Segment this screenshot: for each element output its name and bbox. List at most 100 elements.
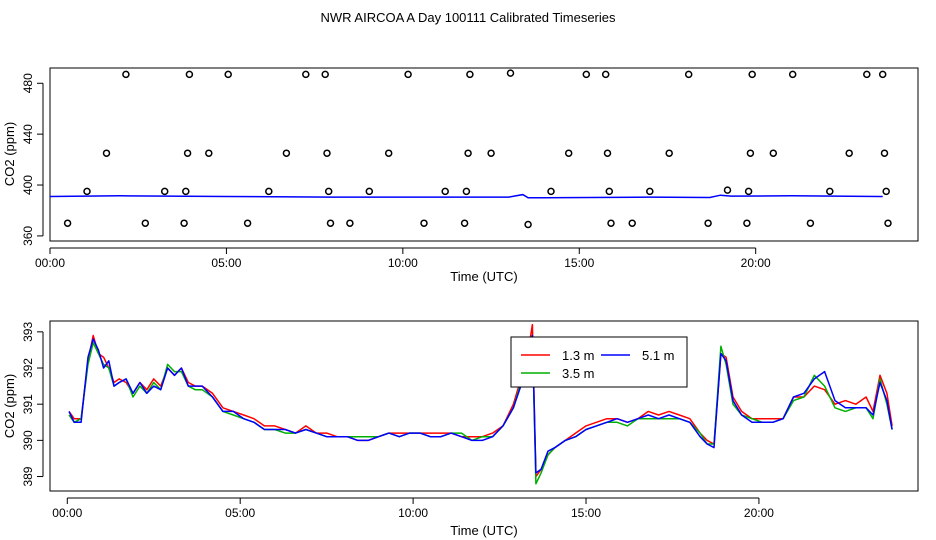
scatter-point bbox=[605, 187, 614, 196]
scatter-point bbox=[603, 149, 612, 157]
panel-bottom: 00:00 05:00 10:00 15:00 20:00 389 390 391 392 39… bbox=[2, 320, 919, 538]
scatter-point bbox=[506, 69, 515, 77]
legend-label-3: 5.1 m bbox=[642, 348, 675, 363]
y-tick-label: 390 bbox=[21, 430, 35, 450]
scatter-point bbox=[265, 187, 273, 196]
x-tick-label: 00:00 bbox=[35, 256, 65, 270]
scatter-point bbox=[441, 187, 449, 196]
scatter-point bbox=[365, 187, 374, 196]
scatter-point bbox=[420, 219, 428, 227]
scatter-point bbox=[806, 219, 815, 227]
scatter-point bbox=[141, 219, 150, 227]
scatter-point bbox=[684, 70, 693, 79]
x-tick-label: 15:00 bbox=[564, 256, 594, 270]
scatter-point bbox=[326, 219, 335, 227]
x-tick-label: 20:00 bbox=[741, 256, 771, 270]
scatter-point bbox=[646, 187, 654, 196]
scatter-point bbox=[748, 70, 756, 79]
scatter-point bbox=[723, 186, 732, 194]
scatter-point bbox=[404, 70, 412, 79]
scatter-point bbox=[160, 187, 169, 196]
scatter-point bbox=[183, 149, 192, 157]
scatter-point bbox=[524, 220, 532, 229]
x-axis-bottom: 00:00 05:00 10:00 15:00 20:00 bbox=[52, 497, 774, 520]
plot-frame-top bbox=[49, 67, 919, 242]
y-tick-label: 400 bbox=[21, 175, 35, 195]
chart-title: NWR AIRCOA A Day 100111 Calibrated Times… bbox=[320, 10, 616, 25]
y-tick-label: 389 bbox=[21, 466, 35, 486]
scatter-point bbox=[743, 219, 751, 227]
scatter-point bbox=[224, 70, 232, 79]
x-tick-label: 05:00 bbox=[211, 256, 241, 270]
y-tick-label: 393 bbox=[21, 322, 35, 342]
panel-top: 00:00 05:00 10:00 15:00 20:00 360 400 440 480 T… bbox=[2, 67, 919, 284]
plot-frame-bottom bbox=[49, 320, 919, 492]
scatter-point bbox=[182, 187, 190, 196]
y-tick-label: 360 bbox=[21, 226, 35, 246]
scatter-point bbox=[788, 70, 797, 79]
legend-label-2: 3.5 m bbox=[562, 366, 595, 381]
x-tick-label: 00:00 bbox=[52, 506, 82, 520]
x-axis-label-bottom: Time (UTC) bbox=[450, 523, 517, 538]
scatter-point bbox=[63, 219, 72, 227]
series-line-1 bbox=[68, 323, 893, 478]
scatter-point bbox=[282, 149, 291, 157]
legend-box bbox=[510, 336, 688, 388]
scatter-point bbox=[323, 149, 331, 157]
scatter-point bbox=[769, 149, 778, 157]
scatter-point bbox=[882, 187, 890, 196]
scatter-point bbox=[466, 70, 474, 79]
scatter-point bbox=[122, 70, 130, 79]
scatter-point bbox=[321, 70, 329, 79]
y-axis-label-top: CO2 (ppm) bbox=[2, 122, 17, 186]
data-layer-top bbox=[49, 69, 892, 229]
scatter-point bbox=[826, 187, 834, 196]
scatter-point bbox=[628, 219, 636, 227]
scatter-point bbox=[547, 187, 555, 196]
scatter-point bbox=[384, 149, 393, 157]
x-axis-top: 00:00 05:00 10:00 15:00 20:00 bbox=[35, 247, 771, 270]
x-axis-label-top: Time (UTC) bbox=[450, 269, 517, 284]
scatter-point bbox=[704, 219, 712, 227]
series-line-3 bbox=[68, 334, 893, 474]
scatter-point bbox=[878, 70, 887, 79]
data-layer-bottom bbox=[68, 323, 893, 485]
x-tick-label: 15:00 bbox=[571, 506, 601, 520]
scatter-point bbox=[746, 149, 755, 157]
y-tick-label: 391 bbox=[21, 394, 35, 414]
scatter-point bbox=[665, 149, 673, 157]
scatter-point bbox=[464, 149, 472, 157]
scatter-point bbox=[205, 149, 213, 157]
y-tick-label: 480 bbox=[21, 73, 35, 93]
scatter-point bbox=[884, 219, 892, 227]
x-tick-label: 10:00 bbox=[388, 256, 418, 270]
scatter-point bbox=[346, 219, 354, 227]
scatter-point bbox=[564, 149, 573, 157]
scatter-point bbox=[601, 70, 610, 79]
y-axis-top: 360 400 440 480 bbox=[21, 73, 44, 246]
scatter-point bbox=[185, 70, 194, 79]
scatter-point bbox=[744, 187, 753, 196]
scatter-point bbox=[582, 70, 591, 79]
scatter-point bbox=[102, 149, 111, 157]
y-axis-bottom: 389 390 391 392 393 bbox=[21, 322, 44, 487]
x-tick-label: 20:00 bbox=[744, 506, 774, 520]
scatter-point bbox=[324, 187, 333, 196]
series-line-2 bbox=[68, 334, 893, 485]
scatter-point bbox=[845, 149, 853, 157]
scatter-point bbox=[83, 187, 91, 196]
scatter-point bbox=[460, 219, 469, 227]
series-line bbox=[49, 193, 883, 199]
scatter-point bbox=[243, 219, 252, 227]
scatter-point bbox=[607, 219, 615, 227]
legend: 1.3 m 3.5 m 5.1 m bbox=[510, 336, 688, 388]
scatter-point bbox=[487, 149, 495, 157]
scatter-point bbox=[302, 70, 310, 79]
scatter-point bbox=[863, 70, 871, 79]
scatter-point bbox=[180, 219, 188, 227]
x-tick-label: 05:00 bbox=[225, 506, 255, 520]
x-tick-label: 10:00 bbox=[398, 506, 428, 520]
y-axis-label-bottom: CO2 (ppm) bbox=[2, 374, 17, 438]
scatter-point bbox=[462, 187, 471, 196]
